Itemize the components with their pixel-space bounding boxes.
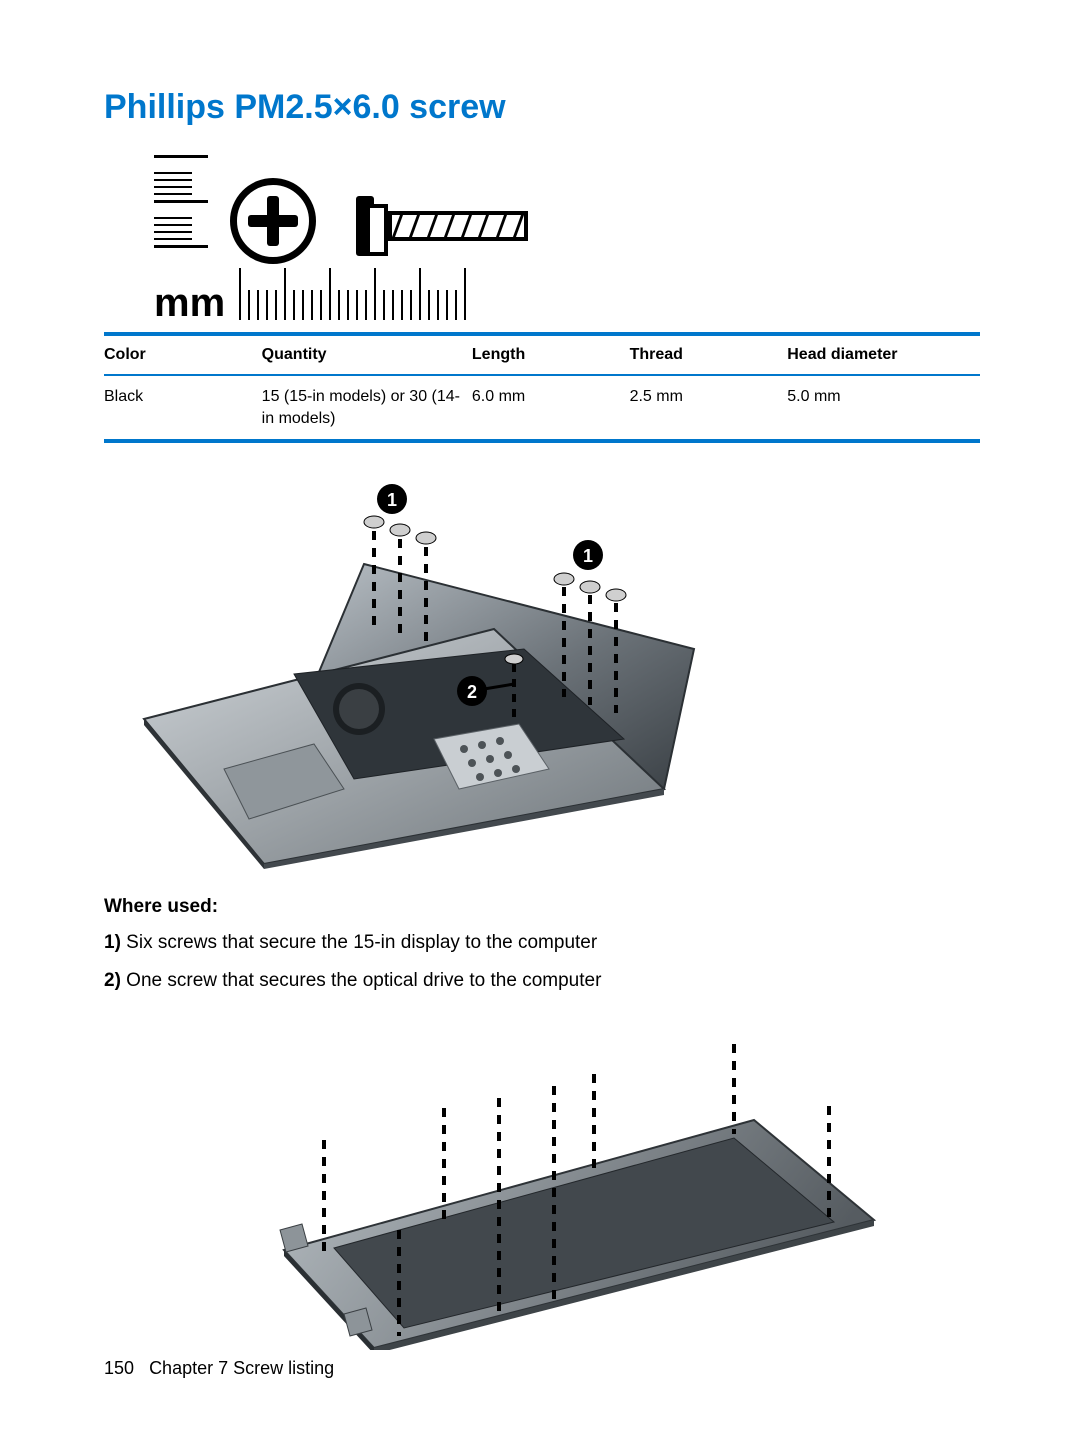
th-quantity: Quantity (262, 334, 472, 375)
td-color: Black (104, 375, 262, 441)
td-head-diameter: 5.0 mm (787, 375, 980, 441)
td-length: 6.0 mm (472, 375, 630, 441)
usage-item-2: 2) One screw that secures the optical dr… (104, 970, 980, 992)
th-thread: Thread (630, 334, 788, 375)
usage-item-1: 1) Six screws that secure the 15-in disp… (104, 932, 980, 954)
page-footer: 150 Chapter 7 Screw listing (104, 1358, 334, 1379)
mm-label: mm (154, 281, 225, 326)
phillips-head-icon (230, 178, 316, 264)
laptop-screw-location-figure: 1 1 2 (104, 469, 704, 869)
screw-spec-table: Color Quantity Length Thread Head diamet… (104, 332, 980, 443)
where-used-heading: Where used: (104, 896, 980, 918)
display-bezel-screw-figure (254, 1030, 894, 1350)
svg-text:2: 2 (467, 682, 477, 702)
svg-text:1: 1 (387, 490, 397, 510)
td-quantity: 15 (15-in models) or 30 (14-in models) (262, 375, 472, 441)
th-color: Color (104, 334, 262, 375)
svg-text:1: 1 (583, 546, 593, 566)
th-length: Length (472, 334, 630, 375)
page-number: 150 (104, 1358, 134, 1378)
chapter-label: Chapter 7 Screw listing (149, 1358, 334, 1378)
screw-dimension-diagram: mm (154, 155, 980, 320)
th-head-diameter: Head diameter (787, 334, 980, 375)
td-thread: 2.5 mm (630, 375, 788, 441)
horizontal-ruler (239, 264, 473, 320)
screw-side-icon (356, 196, 528, 256)
page-title: Phillips PM2.5×6.0 screw (104, 88, 980, 127)
vertical-ruler (154, 155, 208, 262)
